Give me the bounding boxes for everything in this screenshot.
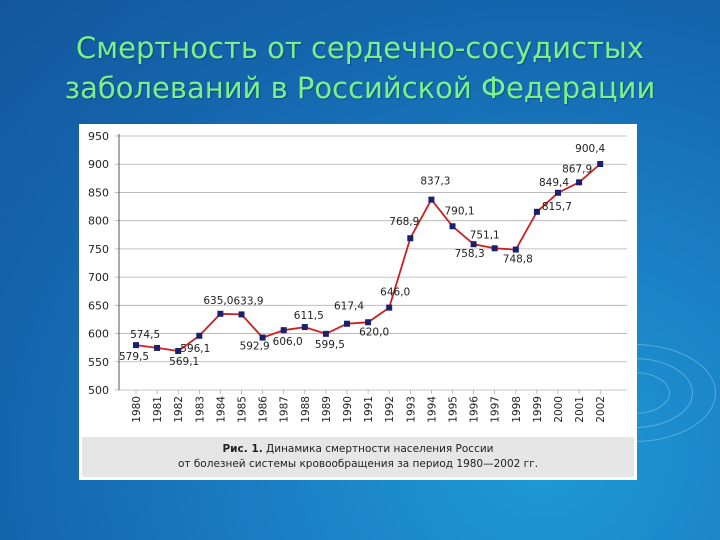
caption-line-1: Динамика смертности населения России (262, 443, 494, 455)
data-label: 849,4 (539, 177, 569, 189)
data-point (555, 189, 561, 196)
x-tick-label: 1994 (426, 396, 438, 423)
x-tick-label: 1980 (131, 396, 143, 423)
y-tick-label: 800 (88, 215, 109, 228)
x-tick-label: 1993 (405, 396, 417, 423)
x-tick-label: 1984 (215, 396, 227, 423)
x-tick-label: 1992 (384, 396, 396, 423)
data-label: 900,4 (575, 143, 605, 155)
caption-line-2: от болезней системы кровообращения за пе… (177, 458, 539, 470)
figure-caption: Рис. 1. Динамика смертности населения Ро… (82, 442, 634, 472)
slide-title-line-1: Смертность от сердечно-сосудистых (76, 31, 644, 65)
data-point (386, 304, 393, 311)
data-label: 646,0 (380, 287, 410, 299)
data-point (217, 310, 224, 317)
x-tick-label: 2000 (553, 396, 565, 423)
data-label: 579,5 (119, 351, 149, 363)
data-point (512, 246, 519, 253)
x-tick-label: 1990 (342, 396, 354, 423)
x-tick-label: 1998 (511, 396, 523, 423)
line-chart: 500 550 600 650 700 750 800 850 900 950 1980 1981 19… (88, 130, 627, 423)
y-tick-label: 550 (88, 356, 109, 369)
data-label: 606,0 (273, 336, 303, 348)
data-point (154, 344, 161, 351)
data-label: 837,3 (420, 176, 450, 188)
slide-title: Смертность от сердечно-сосудистых заболе… (0, 28, 720, 108)
data-point (428, 196, 435, 203)
data-point (280, 327, 287, 334)
data-label: 611,5 (294, 310, 324, 322)
caption-prefix: Рис. 1. (222, 443, 263, 455)
data-label: 815,7 (542, 201, 572, 213)
x-tick-label: 1985 (237, 396, 249, 423)
data-label: 758,3 (455, 248, 485, 260)
data-label: 569,1 (169, 356, 199, 368)
data-label: 599,5 (315, 339, 345, 351)
data-label: 620,0 (359, 326, 389, 338)
data-point (344, 320, 350, 327)
y-tick-label: 700 (88, 271, 109, 284)
data-point (365, 319, 372, 326)
x-tick-label: 1983 (194, 396, 206, 423)
slide-title-line-2: заболеваний в Российской Федерации (64, 71, 656, 105)
x-tick-label: 1991 (363, 396, 375, 423)
data-point (449, 223, 456, 230)
data-point (576, 179, 583, 186)
data-label: 592,9 (240, 341, 270, 353)
y-tick-label: 650 (88, 299, 109, 312)
y-tick-label: 750 (88, 243, 109, 256)
data-label: 633,9 (233, 295, 263, 307)
y-tick-label: 900 (88, 158, 109, 171)
x-tick-label: 1997 (490, 396, 502, 423)
data-label: 867,9 (562, 163, 592, 175)
y-tick-label: 950 (88, 130, 109, 143)
x-tick-label: 1988 (300, 396, 312, 423)
y-tick-label: 500 (88, 384, 109, 397)
data-label: 574,5 (130, 329, 160, 341)
x-tick-label: 1995 (448, 396, 460, 423)
data-label: 751,1 (470, 229, 500, 241)
data-point (533, 208, 540, 215)
x-tick-label: 1986 (258, 396, 270, 423)
data-label: 596,1 (180, 343, 210, 355)
figure-caption-box: Рис. 1. Динамика смертности населения Ро… (82, 437, 634, 477)
x-tick-label: 2002 (595, 396, 607, 423)
x-tick-label: 1996 (469, 396, 481, 423)
data-point (196, 332, 203, 339)
data-point (175, 347, 182, 354)
data-label: 748,8 (503, 254, 533, 266)
y-tick-label: 600 (88, 328, 109, 341)
y-tick-label: 850 (88, 186, 109, 199)
data-label: 617,4 (334, 301, 364, 313)
data-point (407, 235, 414, 242)
data-point (597, 160, 604, 167)
x-tick-label: 1999 (532, 396, 544, 423)
chart-card: 500 550 600 650 700 750 800 850 900 950 1980 1981 19… (79, 124, 637, 480)
x-tick-label: 1989 (321, 396, 333, 423)
x-tick-label: 1987 (279, 396, 291, 423)
data-label: 790,1 (444, 205, 474, 217)
x-tick-label: 2001 (574, 396, 586, 423)
data-label: 635,0 (203, 295, 233, 307)
data-point (322, 330, 329, 337)
x-tick-label: 1981 (152, 396, 164, 423)
data-point (133, 342, 139, 349)
data-point (470, 241, 477, 248)
data-point (301, 324, 308, 331)
x-tick-label: 1982 (173, 396, 185, 423)
data-label: 768,9 (389, 216, 419, 228)
data-point (238, 311, 245, 318)
data-point (259, 334, 266, 341)
data-point (491, 245, 498, 252)
